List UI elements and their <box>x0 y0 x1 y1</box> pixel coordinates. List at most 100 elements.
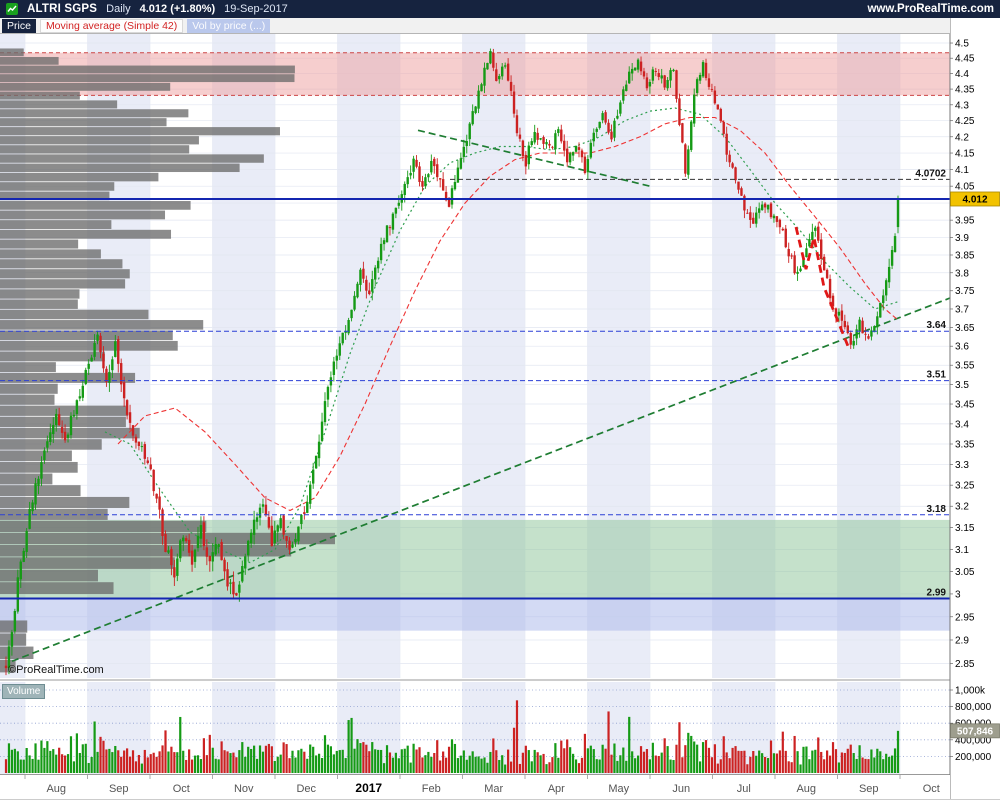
candle-body <box>604 112 607 123</box>
volume-bar <box>149 754 152 773</box>
candle-body <box>93 342 96 357</box>
month-label: Oct <box>173 783 190 795</box>
volume-bar <box>518 763 522 773</box>
volume-bar <box>743 750 746 773</box>
price-tick-label: 2.9 <box>955 635 969 646</box>
volume-bar <box>814 749 817 773</box>
profile-bar <box>0 450 72 462</box>
candle-body <box>752 217 755 224</box>
candle-body <box>241 566 244 582</box>
profile-bar <box>0 416 126 428</box>
candle-body <box>238 584 241 593</box>
ma-red-sma42 <box>117 116 899 512</box>
candle-body <box>436 164 439 178</box>
volume-panel-label[interactable]: Volume <box>2 684 46 699</box>
volume-bar <box>533 749 536 773</box>
candle-body <box>267 517 271 528</box>
price-tick-label: 3.3 <box>955 460 969 471</box>
timeframe-label: Daily <box>106 3 131 15</box>
volume-bar <box>418 747 421 773</box>
volume-bar <box>49 750 52 773</box>
candle-body <box>388 227 392 229</box>
volume-bar <box>338 750 341 773</box>
candle-body <box>294 538 297 543</box>
candle-body <box>374 267 377 280</box>
volume-bar <box>622 747 625 773</box>
candle-body <box>438 178 442 180</box>
candle-body <box>303 512 306 515</box>
candle-body <box>831 295 835 307</box>
candle-body <box>226 569 229 587</box>
price-tick-label: 4.2 <box>955 132 969 143</box>
price-zone <box>0 598 950 631</box>
volume-bar <box>654 755 657 773</box>
legend-price[interactable]: Price <box>2 18 36 33</box>
profile-bar <box>0 182 115 191</box>
legend-moving-average[interactable]: Moving average (Simple 42) <box>39 18 184 33</box>
volume-bar <box>125 748 129 773</box>
candle-body <box>244 556 247 569</box>
volume-bar <box>681 757 684 773</box>
candle-body <box>406 177 409 185</box>
volume-bar <box>261 751 265 773</box>
volume-bar <box>539 755 542 773</box>
price-levels: 4.0702 3.64 3.51 3.18 2.99 <box>0 168 950 600</box>
month-label: May <box>608 783 629 795</box>
candle-body <box>489 51 492 64</box>
candle-body <box>563 140 566 151</box>
candle-body <box>515 115 519 134</box>
profile-bar <box>0 249 101 259</box>
candle-body <box>524 154 528 167</box>
candle-body <box>164 533 167 553</box>
candle-body <box>589 142 593 158</box>
candle-body <box>379 243 383 261</box>
volume-bar <box>294 757 297 773</box>
volume-bar <box>861 757 864 773</box>
level-label: 4.0702 <box>915 168 946 179</box>
price-tick-label: 3.4 <box>955 419 969 430</box>
volume-bar <box>69 736 73 773</box>
candle-body <box>459 158 463 169</box>
month-label: Jun <box>672 783 690 795</box>
website-link[interactable]: www.ProRealTime.com <box>867 3 994 15</box>
profile-bar <box>0 109 189 118</box>
volume-by-price-profile <box>0 48 335 673</box>
candle-body <box>433 158 436 167</box>
candle-body <box>660 75 663 79</box>
price-tick-label: 4.05 <box>955 182 975 193</box>
volume-bar <box>368 751 371 773</box>
profile-bar <box>0 557 175 569</box>
candle-body <box>657 73 660 77</box>
candle-body <box>297 526 300 542</box>
candle-body <box>155 493 158 499</box>
candle-body <box>288 540 291 550</box>
volume-bar <box>320 758 324 773</box>
legend-vol-by-price[interactable]: Vol by price (...) <box>187 18 271 33</box>
candle-body <box>852 340 855 346</box>
volume-bar <box>217 759 220 773</box>
candle-body <box>781 228 785 231</box>
volume-bar <box>111 752 114 773</box>
volume-bar <box>740 750 743 773</box>
volume-bar <box>761 753 764 773</box>
volume-bar <box>663 738 666 773</box>
volume-bar <box>391 757 395 773</box>
candle-body <box>651 69 655 81</box>
month-label: 2017 <box>355 781 382 795</box>
candle-body <box>884 280 888 296</box>
month-label: Jul <box>737 783 751 795</box>
volume-bar <box>164 730 167 773</box>
volume-bar <box>524 745 527 773</box>
candle-body <box>338 343 341 356</box>
volume-bar <box>888 756 891 773</box>
candle-body <box>790 255 793 257</box>
volume-bar <box>707 747 711 773</box>
candle-body <box>690 121 693 150</box>
volume-bar <box>409 762 412 773</box>
candle-body <box>220 542 223 561</box>
volume-tick-label: 400,000 <box>955 735 992 746</box>
volume-bar <box>858 745 861 773</box>
volume-bar <box>329 746 333 773</box>
candle-body <box>817 226 820 241</box>
